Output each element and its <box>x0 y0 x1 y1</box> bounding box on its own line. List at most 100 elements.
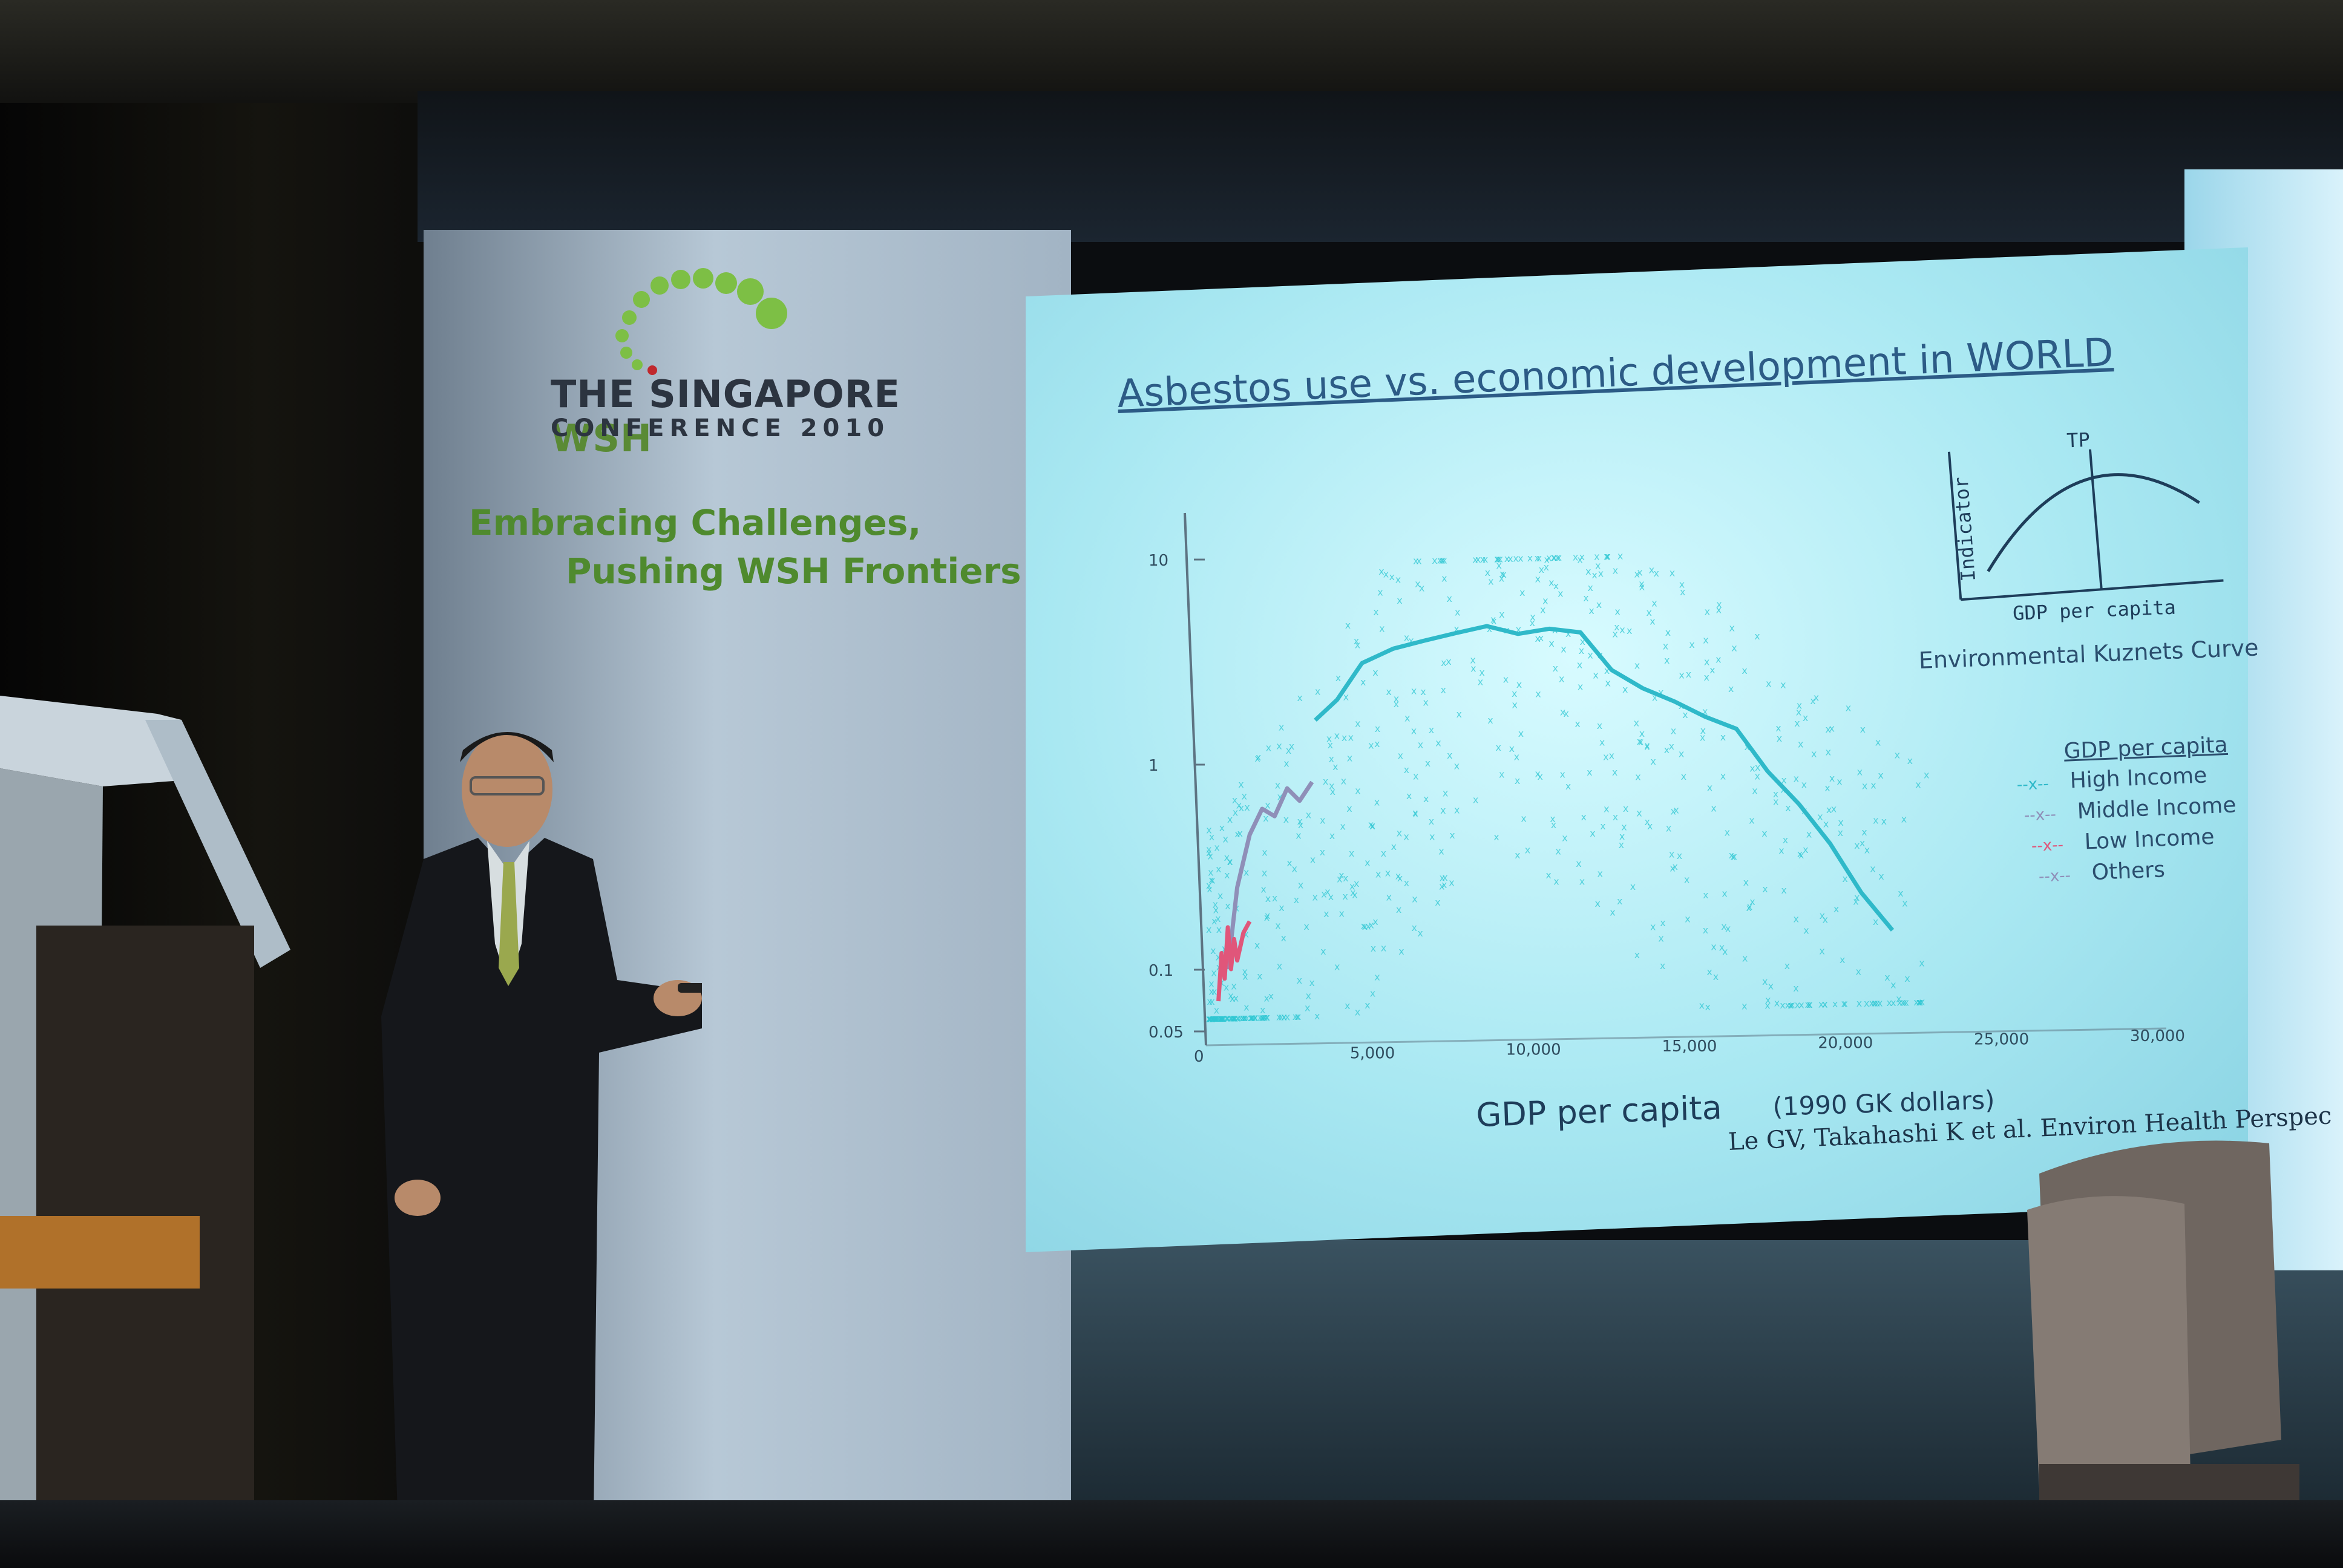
scatter-point: x <box>1323 908 1329 920</box>
scatter-point: x <box>1716 599 1722 610</box>
scatter-point: x <box>1794 717 1800 729</box>
scatter-point: x <box>1729 622 1735 634</box>
scatter-point: x <box>1838 827 1843 838</box>
scatter-point: x <box>1630 881 1636 892</box>
scatter-point: x <box>1579 551 1585 563</box>
x-tick-label: 15,000 <box>1662 1037 1717 1056</box>
scatter-point: x <box>1635 771 1640 783</box>
scatter-point: x <box>1705 606 1710 617</box>
scatter-point: x <box>1743 877 1749 888</box>
scatter-point: x <box>1339 869 1344 881</box>
scatter-point: x <box>1612 766 1617 778</box>
scatter-point: x <box>1228 1013 1234 1024</box>
scatter-point: x <box>1242 966 1248 978</box>
scatter-point: x <box>1513 553 1518 564</box>
scatter-point: x <box>1277 960 1282 972</box>
scatter-point: x <box>1343 691 1349 703</box>
scatter-point: x <box>1206 847 1211 858</box>
scatter-point: x <box>1663 641 1668 652</box>
y-tick-label: 1 <box>1149 757 1159 775</box>
scatter-point: x <box>1235 1012 1240 1024</box>
inset-curve <box>1987 473 2200 572</box>
inset-x-axis <box>1961 579 2224 601</box>
scatter-point: x <box>1498 553 1503 564</box>
scatter-point: x <box>1398 946 1404 957</box>
scatter-point: x <box>1794 913 1799 925</box>
scatter-point: x <box>1395 871 1401 882</box>
scatter-point: x <box>1395 573 1401 585</box>
scatter-point: x <box>1347 753 1352 764</box>
legend-item: --x-- Middle Income <box>2024 792 2236 826</box>
scatter-point: x <box>1360 676 1366 688</box>
scatter-point: x <box>1706 966 1712 978</box>
scatter-point: x <box>1518 728 1524 739</box>
scatter-point: x <box>1699 1000 1705 1011</box>
scatter-point: x <box>1838 817 1843 828</box>
scatter-point: x <box>1206 880 1211 891</box>
scatter-point: x <box>1244 802 1250 813</box>
scatter-point: x <box>1216 951 1221 962</box>
scatter-point: x <box>1320 946 1326 957</box>
scatter-point: x <box>1742 665 1747 676</box>
scatter-point: x <box>1413 555 1418 567</box>
scatter-point: x <box>1472 554 1478 565</box>
scatter-point: x <box>1685 913 1690 925</box>
scatter-point: x <box>1897 997 1902 1008</box>
scatter-point: x <box>1206 1013 1211 1024</box>
scatter-point: x <box>1259 1011 1264 1023</box>
scatter-point: x <box>1404 764 1409 776</box>
scatter-point: x <box>1253 1012 1258 1024</box>
scatter-point: x <box>1551 552 1556 563</box>
scatter-point: x <box>1334 961 1340 972</box>
scatter-point: x <box>1429 815 1434 827</box>
scatter-point: x <box>1617 895 1622 907</box>
scatter-point: x <box>1375 868 1381 880</box>
scatter-point: x <box>1210 875 1215 886</box>
scatter-point: x <box>1491 615 1496 627</box>
scatter-point: x <box>1765 1000 1770 1011</box>
scatter-point: x <box>1244 928 1249 939</box>
scatter-point: x <box>1446 656 1451 667</box>
scatter-point: x <box>1209 831 1214 843</box>
scatter-point: x <box>1230 1013 1236 1024</box>
x-axis-title: GDP per capita <box>1475 1088 1722 1134</box>
scatter-point: x <box>1822 999 1827 1010</box>
scatter-point: x <box>1254 753 1260 764</box>
scatter-point: x <box>1207 1013 1213 1024</box>
scatter-point: x <box>1884 972 1890 983</box>
scatter-point: x <box>1224 1013 1229 1024</box>
scatter-point: x <box>1591 569 1597 581</box>
scatter-point: x <box>1217 1013 1223 1024</box>
scatter-point: x <box>1587 650 1593 661</box>
scatter-point: x <box>1861 826 1867 838</box>
scatter-point: x <box>1272 892 1277 904</box>
scatter-point: x <box>1370 820 1375 831</box>
scatter-point: x <box>1408 635 1414 647</box>
scatter-point: x <box>1810 695 1815 707</box>
scatter-point: x <box>1262 867 1267 879</box>
scatter-point: x <box>1604 665 1610 676</box>
scatter-point: x <box>1217 1013 1223 1024</box>
scatter-point: x <box>1235 1012 1240 1024</box>
scatter-point: x <box>1516 624 1521 635</box>
scatter-point: x <box>1555 846 1561 857</box>
scatter-point: x <box>1225 1013 1230 1024</box>
scatter-point: x <box>1381 942 1386 954</box>
scatter-point: x <box>1207 996 1212 1007</box>
scatter-point: x <box>1654 567 1659 579</box>
scatter-point: x <box>1720 731 1726 743</box>
scatter-point: x <box>1453 623 1459 635</box>
scatter-point: x <box>1742 953 1748 964</box>
scatter-point: x <box>1610 907 1615 918</box>
scatter-point: x <box>1493 831 1499 843</box>
scatter-point: x <box>1365 999 1370 1011</box>
scatter-point: x <box>1260 1004 1265 1016</box>
scatter-point: x <box>1579 876 1585 887</box>
scatter-point: x <box>1499 768 1504 780</box>
scatter-point: x <box>1240 1012 1245 1024</box>
x-tick-label: 20,000 <box>1818 1034 1873 1052</box>
scatter-point: x <box>1516 679 1522 690</box>
scatter-point: x <box>1244 866 1249 878</box>
scatter-point: x <box>1639 581 1645 593</box>
scatter-point: x <box>1412 922 1417 933</box>
